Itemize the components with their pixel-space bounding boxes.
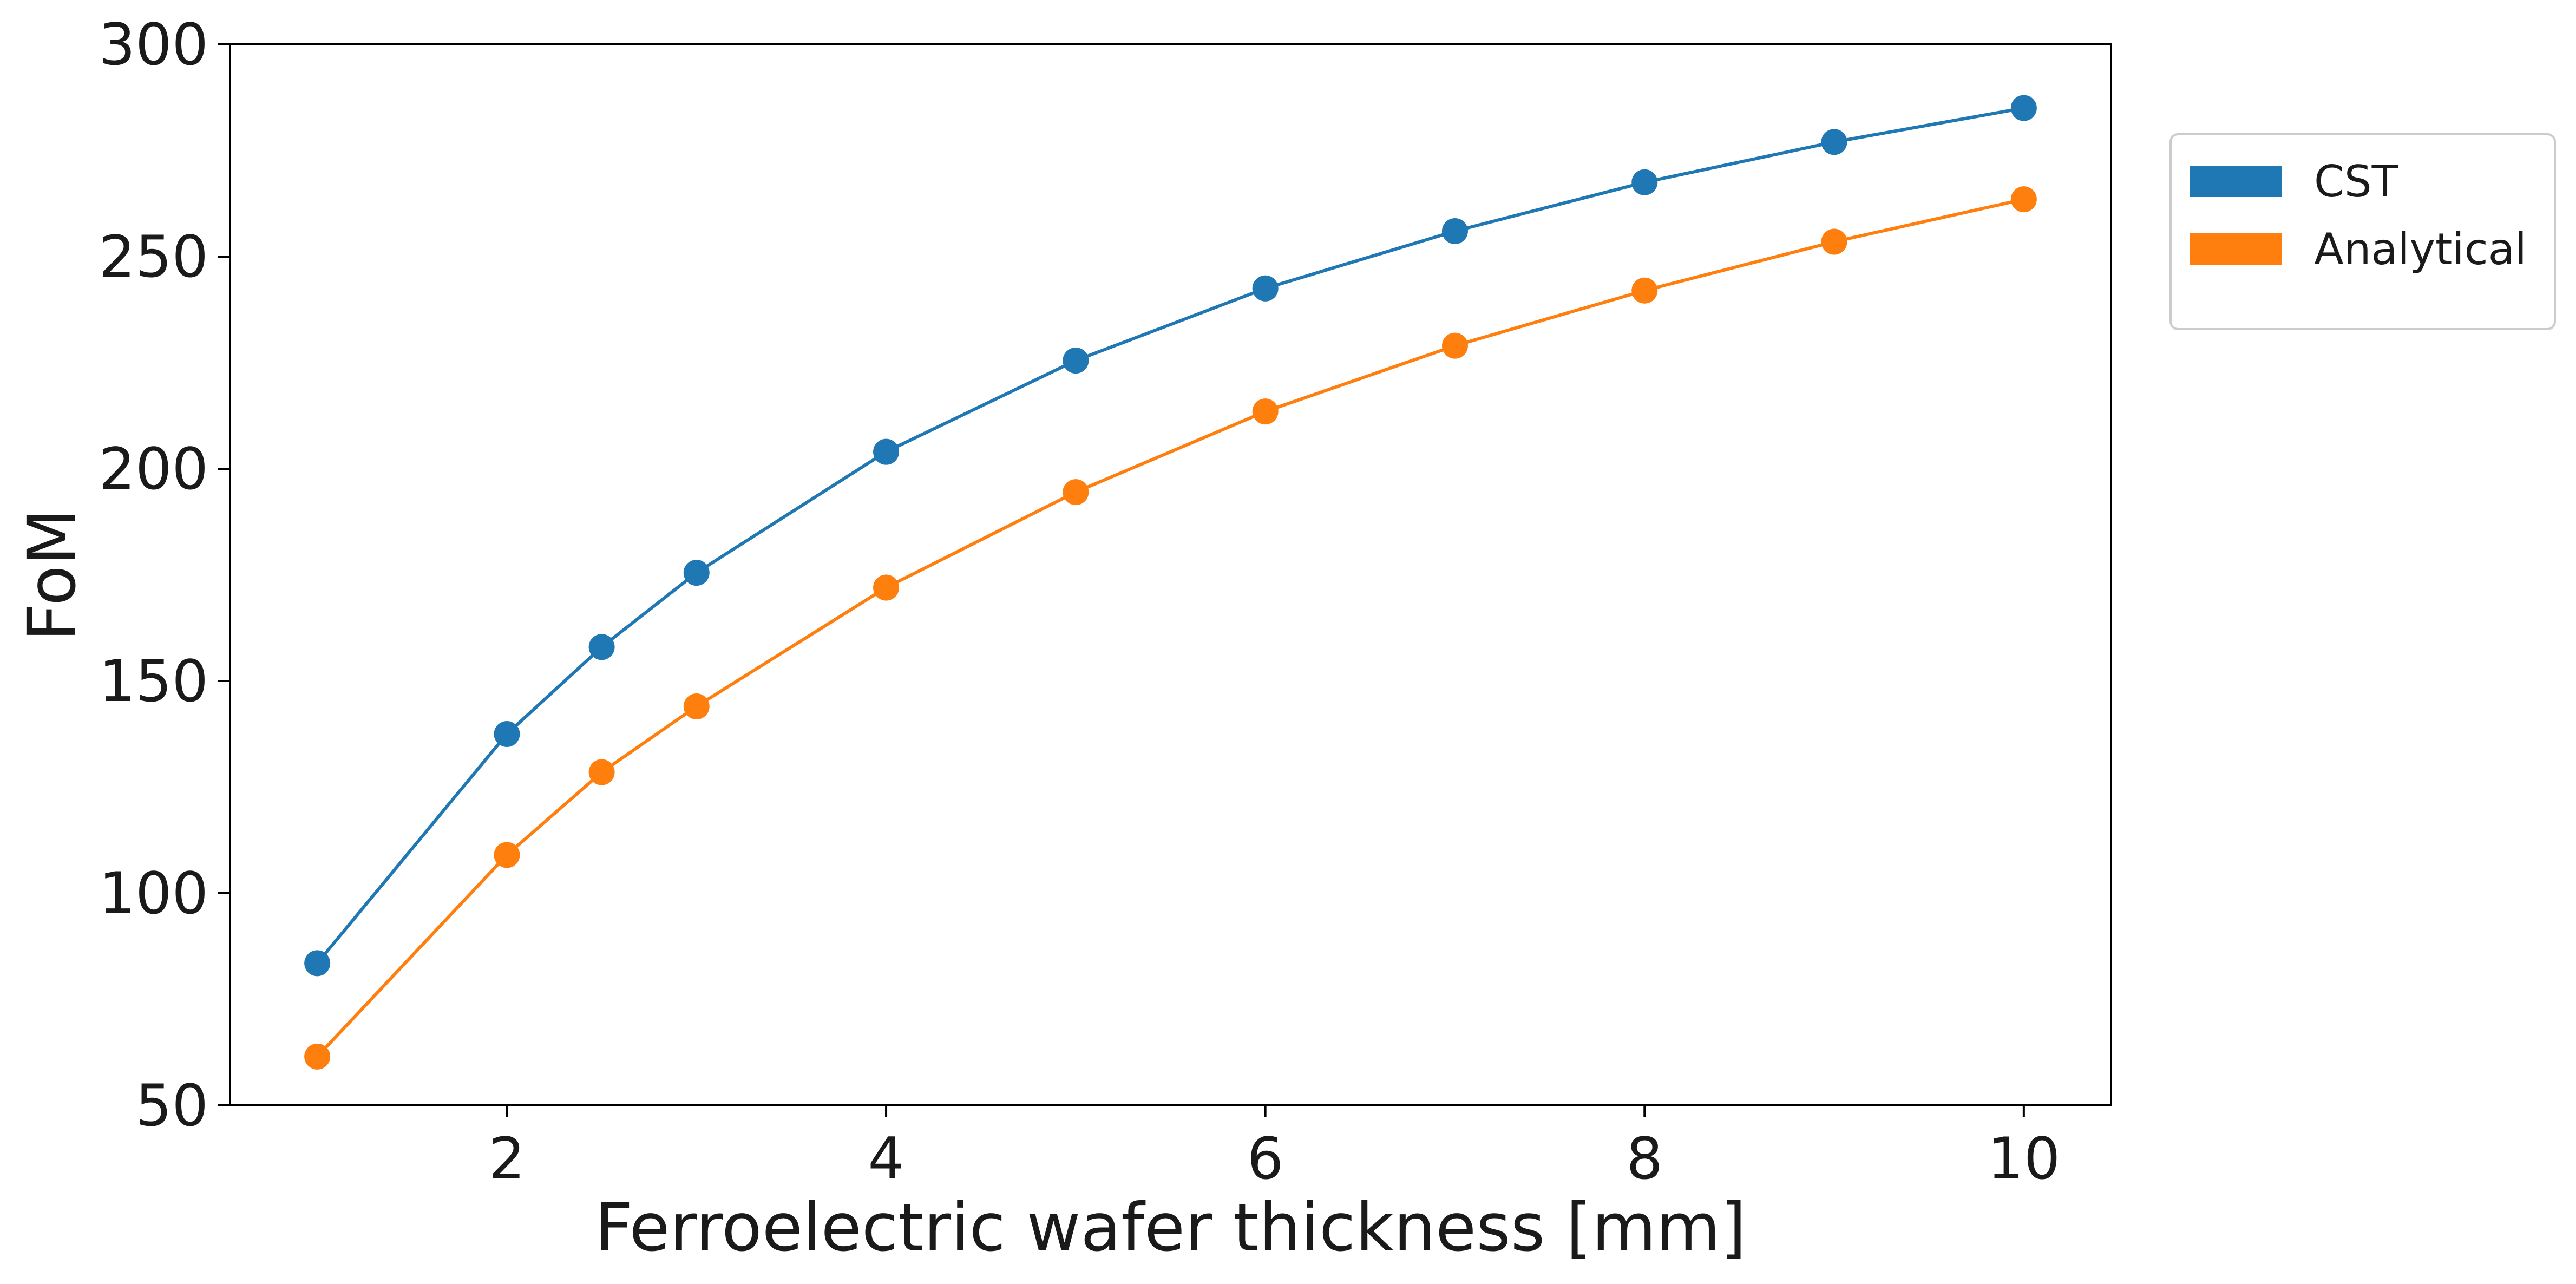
data-point-analytical [588, 759, 615, 785]
data-point-cst [588, 634, 615, 660]
data-point-cst [304, 950, 331, 977]
data-point-cst [873, 438, 900, 465]
x-axis-title: Ferroelectric wafer thickness [mm] [595, 1189, 1746, 1266]
data-point-analytical [683, 693, 710, 720]
data-point-cst [1821, 129, 1847, 155]
axes: 2 4 6 8 10 50 100 150 200 250 300 [99, 11, 2112, 1192]
x-tick-label: 4 [868, 1125, 904, 1192]
data-point-analytical [1252, 398, 1279, 425]
plot-area [304, 95, 2037, 1070]
legend-label-analytical: Analytical [2314, 224, 2527, 274]
legend-label-cst: CST [2314, 156, 2399, 207]
y-tick-label: 50 [135, 1072, 208, 1139]
x-tick-label: 10 [1987, 1125, 2060, 1192]
data-point-cst [1252, 275, 1279, 302]
data-point-analytical [1821, 228, 1847, 255]
y-tick-label: 300 [99, 11, 208, 78]
data-point-analytical [304, 1043, 331, 1070]
y-tick-label: 100 [99, 860, 208, 927]
y-tick-label: 150 [99, 648, 208, 715]
legend-swatch-cst [2190, 166, 2282, 197]
y-tick-label: 200 [99, 436, 208, 502]
series-analytical [304, 186, 2037, 1070]
data-point-analytical [873, 574, 900, 601]
x-tick-label: 8 [1627, 1125, 1663, 1192]
axes-frame [229, 43, 2112, 1106]
data-point-cst [683, 560, 710, 586]
series-cst [304, 95, 2037, 977]
data-point-analytical [1441, 332, 1468, 359]
data-point-cst [1063, 348, 1089, 374]
legend: CST Analytical [2169, 133, 2556, 330]
y-axis-title: FoM [14, 508, 90, 641]
data-point-cst [2010, 95, 2037, 121]
data-point-analytical [1063, 479, 1089, 506]
data-point-analytical [1631, 277, 1658, 304]
data-point-analytical [494, 842, 520, 868]
x-tick-label: 6 [1247, 1125, 1283, 1192]
data-point-analytical [2010, 186, 2037, 213]
legend-swatch-analytical [2190, 233, 2282, 265]
data-point-cst [494, 721, 520, 747]
data-point-cst [1631, 169, 1658, 195]
y-tick-label: 250 [99, 224, 208, 290]
data-point-cst [1441, 218, 1468, 244]
x-tick-label: 2 [489, 1125, 525, 1192]
